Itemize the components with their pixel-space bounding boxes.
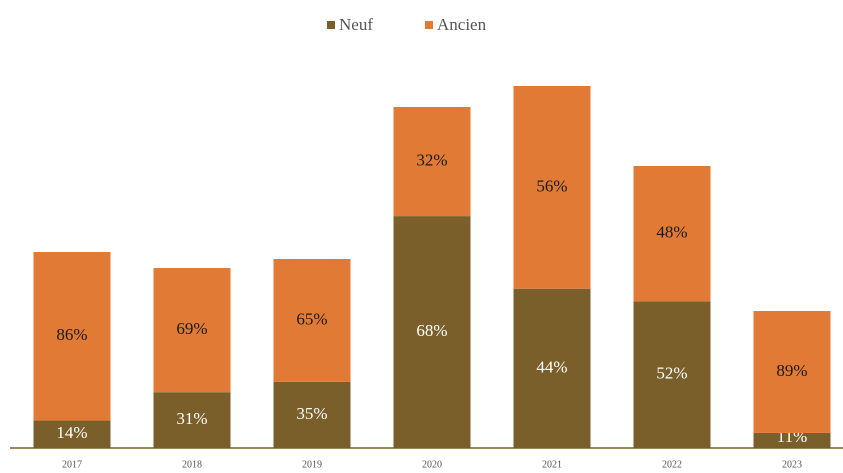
bar-segment — [273, 259, 351, 382]
legend-swatch — [327, 21, 335, 29]
legend-label: Neuf — [339, 15, 373, 34]
bar-segment — [633, 301, 711, 448]
bar-segment — [33, 420, 111, 448]
bar-segment — [393, 216, 471, 448]
data-label: 69% — [176, 319, 207, 338]
x-tick-label: 2018 — [182, 459, 202, 470]
legend-swatch — [425, 21, 433, 29]
data-label: 89% — [776, 361, 807, 380]
bar-segment — [513, 86, 591, 289]
data-label: 31% — [176, 409, 207, 428]
x-tick-label: 2021 — [542, 459, 562, 470]
x-tick-label: 2020 — [422, 459, 442, 470]
bar-segment — [753, 311, 831, 433]
x-tick-label: 2019 — [302, 459, 322, 470]
data-label: 68% — [416, 321, 447, 340]
bar-segment — [633, 166, 711, 302]
data-label: 35% — [296, 404, 327, 423]
legend-label: Ancien — [437, 15, 487, 34]
bar-segment — [513, 288, 591, 448]
x-tick-label: 2017 — [62, 459, 82, 470]
bar-segment — [753, 432, 831, 448]
bar-segment — [33, 252, 111, 421]
data-label: 86% — [56, 325, 87, 344]
bar-segment — [393, 107, 471, 217]
bar-segment — [273, 381, 351, 448]
data-label: 56% — [536, 176, 567, 195]
bar-segment — [153, 392, 231, 448]
data-label: 14% — [56, 423, 87, 442]
data-label: 32% — [416, 150, 447, 169]
x-tick-label: 2022 — [662, 459, 682, 470]
x-tick-label: 2023 — [782, 459, 802, 470]
data-label: 44% — [536, 357, 567, 376]
data-label: 52% — [656, 364, 687, 383]
bar-segment — [153, 268, 231, 393]
data-label: 65% — [296, 309, 327, 328]
data-label: 48% — [656, 223, 687, 242]
